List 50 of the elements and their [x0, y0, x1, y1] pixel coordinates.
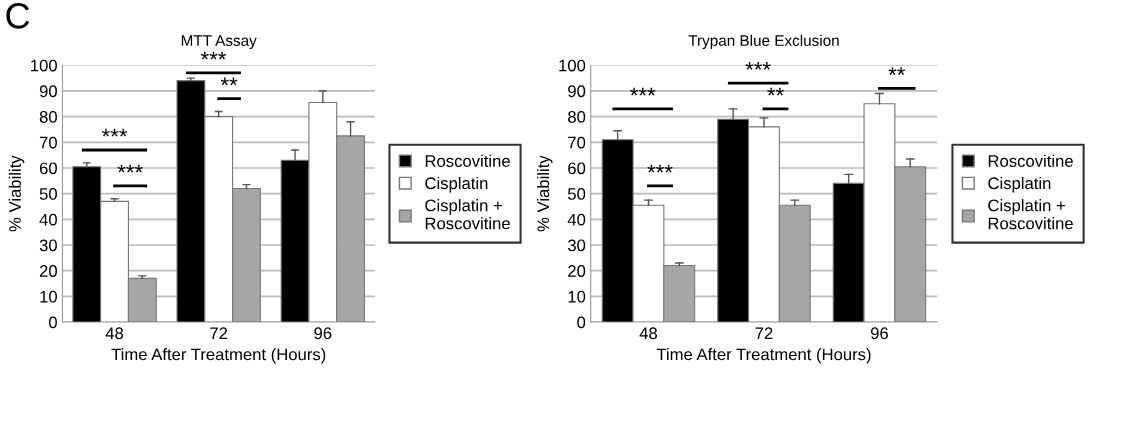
annotation: ***	[101, 128, 128, 137]
y-tick-label: 40	[39, 213, 57, 226]
y-tick-label: 90	[568, 85, 586, 98]
x-tick-label: 96	[314, 327, 332, 340]
x-tick-label: 72	[210, 327, 228, 339]
y-tick-label: 20	[568, 265, 586, 277]
y-tick-label: 70	[39, 136, 57, 149]
y-tick-label: 30	[39, 239, 57, 252]
y-axis-title: % Viability	[8, 155, 25, 232]
y-tick-label: 50	[567, 188, 586, 200]
annotation: ***	[647, 164, 673, 173]
x-axis-title: Time After Treatment (Hours)	[656, 348, 871, 364]
legend-label: Cisplatin	[425, 176, 488, 193]
y-tick-label: 90	[39, 85, 57, 98]
x-tick-label: 48	[639, 327, 658, 340]
annotation: ***	[630, 87, 656, 96]
annotation: **	[767, 87, 784, 96]
annotation: **	[888, 67, 906, 75]
y-tick-label: 30	[567, 239, 586, 252]
legend-label: Cisplatin	[988, 176, 1051, 193]
legend-label: Cisplatin + Roscovitine	[425, 199, 510, 230]
y-tick-label: 60	[568, 162, 586, 175]
y-tick-label: 60	[39, 162, 57, 175]
y-tick-label: 80	[39, 111, 57, 123]
y-tick-label: 10	[568, 290, 586, 303]
annotation: ***	[117, 164, 143, 173]
legend-label: Roscovitine	[425, 154, 510, 167]
y-tick-label: 0	[49, 316, 57, 329]
annotation: **	[220, 77, 238, 86]
y-tick-label: 70	[568, 136, 586, 149]
y-tick-label: 50	[39, 188, 57, 200]
text: C	[6, 3, 30, 29]
y-tick-label: 100	[31, 59, 57, 72]
x-tick-label: 72	[755, 327, 773, 339]
x-tick-label: 48	[105, 327, 124, 340]
y-tick-label: 10	[40, 290, 57, 303]
y-tick-label: 40	[567, 213, 586, 226]
y-tick-label: 80	[568, 111, 586, 123]
chart-title: Trypan Blue Exclusion	[688, 34, 839, 49]
y-tick-label: 0	[577, 316, 586, 329]
annotation: ***	[745, 62, 771, 70]
legend-label: Roscovitine	[988, 154, 1073, 167]
text: ***	[200, 51, 227, 60]
y-axis-title: % Viability	[536, 155, 553, 232]
legend-label: Cisplatin + Roscovitine	[988, 199, 1073, 230]
x-axis-title: Time After Treatment (Hours)	[111, 348, 326, 364]
y-tick-label: 100	[559, 59, 586, 72]
y-tick-label: 20	[39, 265, 57, 277]
chart-title: MTT Assay	[181, 35, 257, 49]
x-tick-label: 96	[870, 327, 888, 340]
